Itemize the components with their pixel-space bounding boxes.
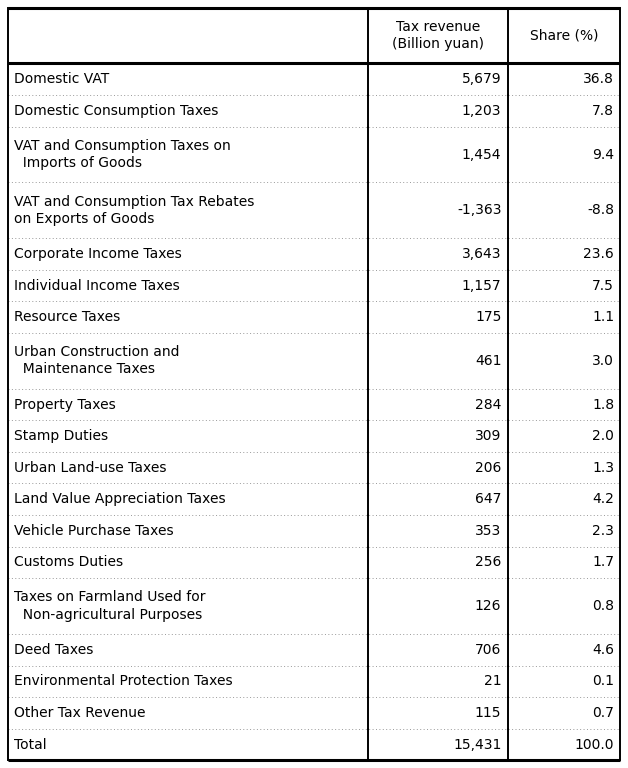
Text: 706: 706 xyxy=(475,643,501,657)
Text: 3.0: 3.0 xyxy=(592,354,614,368)
Text: 15,431: 15,431 xyxy=(453,737,501,752)
Text: Property Taxes: Property Taxes xyxy=(14,398,116,412)
Text: 4.2: 4.2 xyxy=(592,492,614,506)
Text: Share (%): Share (%) xyxy=(530,28,598,42)
Text: 309: 309 xyxy=(475,429,501,443)
Text: Individual Income Taxes: Individual Income Taxes xyxy=(14,279,180,293)
Text: 353: 353 xyxy=(475,524,501,538)
Text: 1.1: 1.1 xyxy=(592,310,614,324)
Text: 21: 21 xyxy=(484,674,501,688)
Text: VAT and Consumption Taxes on
  Imports of Goods: VAT and Consumption Taxes on Imports of … xyxy=(14,139,230,170)
Text: 23.6: 23.6 xyxy=(583,247,614,261)
Text: 647: 647 xyxy=(475,492,501,506)
Text: 461: 461 xyxy=(475,354,501,368)
Text: 36.8: 36.8 xyxy=(583,72,614,86)
Text: -1,363: -1,363 xyxy=(457,204,501,217)
Text: Stamp Duties: Stamp Duties xyxy=(14,429,108,443)
Text: 1,454: 1,454 xyxy=(462,147,501,161)
Text: Vehicle Purchase Taxes: Vehicle Purchase Taxes xyxy=(14,524,173,538)
Text: Land Value Appreciation Taxes: Land Value Appreciation Taxes xyxy=(14,492,225,506)
Text: 0.8: 0.8 xyxy=(592,599,614,613)
Text: 284: 284 xyxy=(475,398,501,412)
Text: Domestic VAT: Domestic VAT xyxy=(14,72,109,86)
Text: 100.0: 100.0 xyxy=(575,737,614,752)
Text: 9.4: 9.4 xyxy=(592,147,614,161)
Text: Customs Duties: Customs Duties xyxy=(14,555,123,569)
Text: 1.3: 1.3 xyxy=(592,461,614,475)
Text: 0.7: 0.7 xyxy=(592,706,614,720)
Text: 3,643: 3,643 xyxy=(462,247,501,261)
Text: Urban Land-use Taxes: Urban Land-use Taxes xyxy=(14,461,166,475)
Text: Domestic Consumption Taxes: Domestic Consumption Taxes xyxy=(14,104,218,118)
Text: -8.8: -8.8 xyxy=(587,204,614,217)
Text: Environmental Protection Taxes: Environmental Protection Taxes xyxy=(14,674,232,688)
Text: 1,203: 1,203 xyxy=(462,104,501,118)
Text: 1.7: 1.7 xyxy=(592,555,614,569)
Text: Deed Taxes: Deed Taxes xyxy=(14,643,93,657)
Text: 2.0: 2.0 xyxy=(592,429,614,443)
Text: 1.8: 1.8 xyxy=(592,398,614,412)
Text: 206: 206 xyxy=(475,461,501,475)
Text: 0.1: 0.1 xyxy=(592,674,614,688)
Text: 115: 115 xyxy=(475,706,501,720)
Text: 7.8: 7.8 xyxy=(592,104,614,118)
Text: 175: 175 xyxy=(475,310,501,324)
Text: 126: 126 xyxy=(475,599,501,613)
Text: 4.6: 4.6 xyxy=(592,643,614,657)
Text: Corporate Income Taxes: Corporate Income Taxes xyxy=(14,247,181,261)
Text: Total: Total xyxy=(14,737,46,752)
Text: 7.5: 7.5 xyxy=(592,279,614,293)
Text: 5,679: 5,679 xyxy=(462,72,501,86)
Text: Urban Construction and
  Maintenance Taxes: Urban Construction and Maintenance Taxes xyxy=(14,345,180,376)
Text: 2.3: 2.3 xyxy=(592,524,614,538)
Text: VAT and Consumption Tax Rebates
on Exports of Goods: VAT and Consumption Tax Rebates on Expor… xyxy=(14,194,254,226)
Text: 256: 256 xyxy=(475,555,501,569)
Text: Taxes on Farmland Used for
  Non-agricultural Purposes: Taxes on Farmland Used for Non-agricultu… xyxy=(14,591,205,622)
Text: Other Tax Revenue: Other Tax Revenue xyxy=(14,706,145,720)
Text: 1,157: 1,157 xyxy=(462,279,501,293)
Text: Tax revenue
(Billion yuan): Tax revenue (Billion yuan) xyxy=(392,20,484,51)
Text: Resource Taxes: Resource Taxes xyxy=(14,310,120,324)
